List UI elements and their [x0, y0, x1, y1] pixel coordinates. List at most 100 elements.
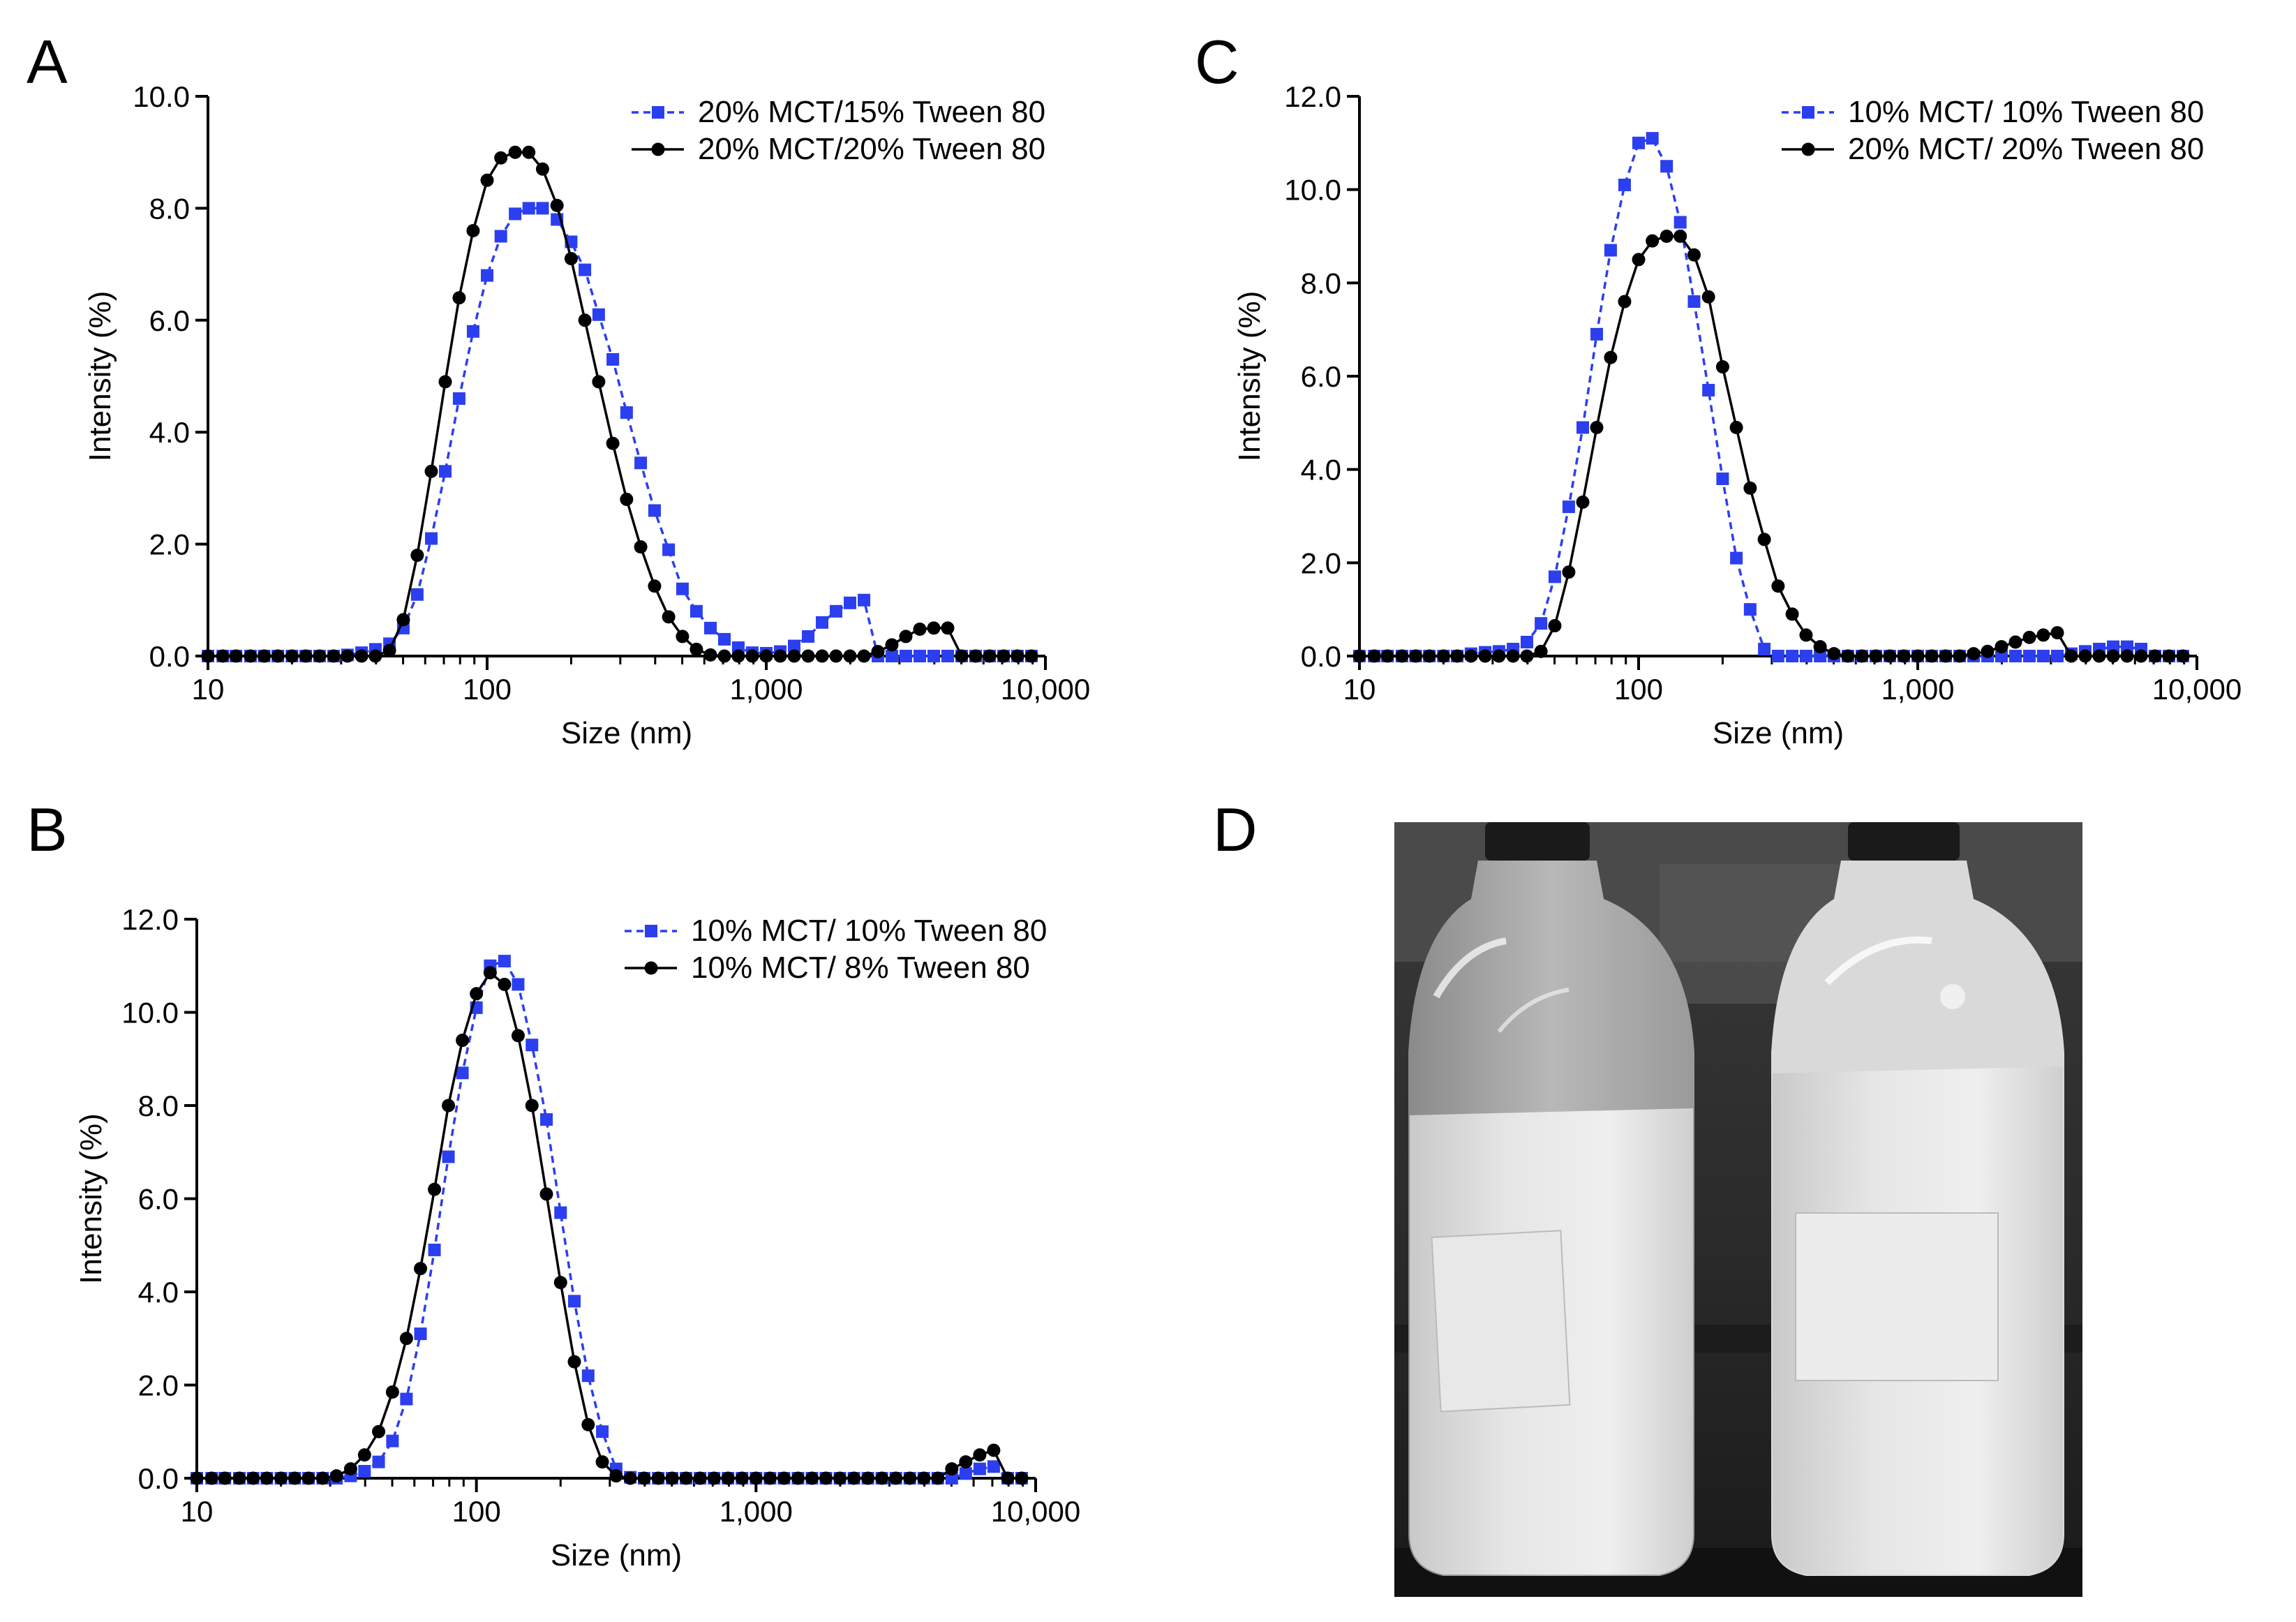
chart-a-point-circle — [606, 436, 620, 450]
chart-c-point-circle — [1701, 290, 1715, 304]
chart-a-xtick-label: 10 — [192, 673, 225, 706]
chart-a-point-circle — [787, 649, 801, 663]
chart-c-point-circle — [1925, 649, 1939, 663]
chart-a-point-circle — [857, 649, 871, 663]
chart-b-point-circle — [329, 1469, 343, 1483]
chart-a-point-circle — [564, 252, 578, 266]
left-bottle — [1408, 822, 1694, 1576]
chart-a-point-circle — [258, 649, 271, 663]
chart-a-point-circle — [368, 649, 382, 663]
chart-a-point-circle — [480, 173, 494, 187]
chart-c-point-circle — [1548, 619, 1562, 633]
chart-c-ytick-label: 10.0 — [1284, 174, 1341, 207]
chart-b-point-circle — [567, 1355, 581, 1369]
chart-c-point-circle — [1646, 234, 1660, 248]
chart-c-legend-label-0: 10% MCT/ 10% Tween 80 — [1848, 95, 2204, 129]
chart-b-point-square — [525, 1039, 539, 1052]
chart-b-point-circle — [525, 1099, 539, 1113]
chart-a-ytick-label: 10.0 — [133, 80, 190, 113]
chart-b-point-circle — [260, 1471, 274, 1485]
panel-letter-d: D — [1213, 795, 1258, 864]
chart-c-point-square — [1604, 244, 1617, 257]
chart-c-point-circle — [1367, 649, 1381, 663]
chart-c-point-circle — [1576, 495, 1590, 509]
chart-c-point-circle — [2176, 649, 2190, 663]
chart-a-point-circle — [955, 649, 969, 663]
chart-a-point-square — [439, 465, 452, 478]
chart-a-point-circle — [997, 649, 1011, 663]
chart-c-point-circle — [1478, 649, 1492, 663]
chart-b-ytick-label: 10.0 — [121, 997, 179, 1029]
chart-a-point-square — [913, 650, 926, 662]
chart-c-point-square — [1646, 132, 1659, 145]
chart-a-y-label: Intensity (%) — [83, 291, 117, 462]
chart-c-point-circle — [1967, 647, 1981, 661]
chart-b-legend-marker — [644, 961, 658, 975]
chart-a-point-square — [522, 202, 535, 215]
chart-b-legend-label-0: 10% MCT/ 10% Tween 80 — [691, 914, 1047, 948]
chart-c-point-square — [1632, 136, 1645, 149]
chart-c-point-circle — [2008, 635, 2022, 649]
chart-c-series-line-1 — [1359, 235, 2183, 657]
chart-b-y-label: Intensity (%) — [74, 1113, 108, 1284]
chart-c-y-label: Intensity (%) — [1232, 291, 1267, 462]
chart-b-point-circle — [372, 1424, 386, 1438]
chart-b-point-square — [456, 1066, 469, 1080]
chart-a-point-circle — [941, 621, 955, 635]
chart-c-point-circle — [1604, 350, 1618, 364]
chart-a-point-circle — [648, 579, 662, 593]
chart-a-point-circle — [759, 649, 773, 663]
chart-b-point-square — [567, 1295, 581, 1308]
chart-a-point-circle — [327, 649, 341, 663]
chart-a-point-circle — [899, 630, 913, 643]
panel-letter-c: C — [1195, 27, 1239, 96]
chart-a-point-circle — [969, 649, 983, 663]
chart-c-point-circle — [1813, 640, 1827, 654]
chart-a-point-circle — [313, 649, 327, 663]
chart-a-point-circle — [829, 649, 843, 663]
chart-b-xtick-label: 10 — [181, 1495, 214, 1528]
chart-b-point-circle — [357, 1448, 371, 1462]
chart-a-point-circle — [676, 630, 689, 643]
chart-c-point-circle — [1981, 644, 1995, 658]
chart-c: 0.0 2.0 4.0 6.0 8.0 10.0 12.0 10 100 1,000 10,000 S… — [1232, 80, 2242, 750]
chart-b-point-circle — [693, 1471, 707, 1485]
chart-a-point-circle — [801, 649, 815, 663]
chart-a-xtick-label: 1,000 — [729, 673, 803, 706]
chart-a-point-square — [788, 639, 801, 653]
chart-a-point-square — [718, 632, 731, 646]
chart-c-point-circle — [1660, 230, 1673, 243]
chart-b-ytick-label: 2.0 — [138, 1369, 179, 1402]
chart-a-point-circle — [703, 648, 717, 662]
chart-a-point-square — [536, 202, 549, 215]
chart-a-point-square — [885, 650, 898, 662]
chart-c-point-square — [1758, 642, 1771, 655]
chart-c-point-circle — [1785, 607, 1799, 621]
chart-b-point-circle — [288, 1471, 301, 1485]
chart-c-point-square — [2120, 640, 2133, 653]
chart-c-point-circle — [1855, 649, 1869, 663]
chart-b-point-circle — [623, 1471, 637, 1485]
chart-c-point-square — [1814, 650, 1827, 662]
chart-b-point-circle — [931, 1471, 945, 1485]
chart-c-point-square — [1687, 295, 1701, 308]
chart-b-point-square — [498, 955, 511, 968]
chart-b-point-circle — [595, 1455, 609, 1469]
chart-a-point-square — [676, 582, 689, 595]
chart-a-point-circle — [662, 610, 676, 624]
chart-a-point-circle — [592, 375, 606, 389]
chart-a-point-square — [466, 325, 479, 338]
chart-c-point-circle — [1632, 253, 1646, 267]
chart-b-point-circle — [707, 1471, 721, 1485]
chart-b-point-circle — [679, 1471, 693, 1485]
chart-b-legend-label-1: 10% MCT/ 8% Tween 80 — [691, 951, 1030, 985]
chart-a-x-label: Size (nm) — [561, 716, 692, 750]
chart-a-point-circle — [634, 540, 648, 554]
chart-b-point-circle — [385, 1385, 399, 1399]
chart-a-point-circle — [466, 223, 480, 237]
chart-b-ytick-label: 6.0 — [138, 1183, 179, 1216]
chart-c-point-circle — [1492, 649, 1506, 663]
chart-b-point-circle — [805, 1471, 819, 1485]
chart-c-point-circle — [1562, 565, 1576, 579]
chart-a-point-circle — [341, 649, 355, 663]
